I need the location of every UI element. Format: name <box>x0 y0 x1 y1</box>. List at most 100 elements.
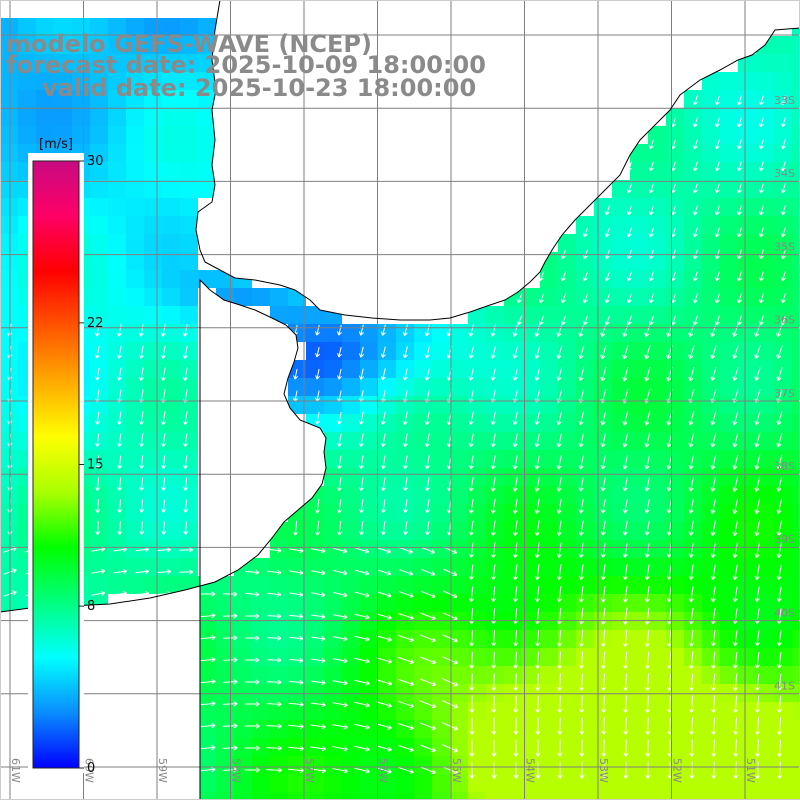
wind-arrow <box>424 345 431 359</box>
wind-speed-cell <box>180 54 198 72</box>
wind-speed-cell <box>540 558 558 576</box>
wind-arrow <box>714 227 721 238</box>
wind-speed-cell <box>162 378 180 396</box>
wind-arrow <box>490 476 496 492</box>
wind-speed-cell <box>792 792 800 800</box>
wind-speed-cell <box>252 576 270 594</box>
wind-speed-cell <box>684 522 702 540</box>
wind-speed-cell <box>774 324 792 342</box>
wind-speed-cell <box>774 288 792 306</box>
wind-speed-cell <box>252 630 270 648</box>
wind-speed-cell <box>234 666 252 684</box>
wind-speed-cell <box>108 324 126 342</box>
wind-speed-cell <box>378 378 396 396</box>
lon-label: 59W <box>156 758 169 783</box>
wind-speed-cell <box>396 432 414 450</box>
wind-arrow <box>604 315 611 326</box>
wind-speed-cell <box>504 630 522 648</box>
wind-arrow <box>714 95 721 106</box>
wind-arrow <box>116 323 122 337</box>
wind-speed-cell <box>522 306 540 324</box>
wind-arrow <box>182 367 188 381</box>
wind-speed-cell <box>738 360 756 378</box>
wind-arrow <box>780 227 786 238</box>
wind-speed-cell <box>180 324 198 342</box>
wind-speed-cell <box>576 774 594 792</box>
wind-arrow <box>666 520 672 536</box>
wind-speed-cell <box>288 792 306 800</box>
wind-speed-cell <box>198 630 216 648</box>
wind-arrow <box>644 410 651 426</box>
wind-arrow <box>776 323 783 338</box>
wind-arrow <box>267 635 282 641</box>
wind-speed-cell <box>630 576 648 594</box>
wind-arrow <box>688 498 694 514</box>
wind-speed-cell <box>792 360 800 378</box>
wind-speed-cell <box>630 792 648 800</box>
wind-speed-cell <box>540 486 558 504</box>
wind-speed-cell <box>432 360 450 378</box>
wind-speed-cell <box>72 36 90 54</box>
wind-arrow <box>399 569 414 576</box>
wind-arrow <box>711 695 717 713</box>
wind-speed-cell <box>504 684 522 702</box>
wind-arrow <box>491 739 497 757</box>
wind-speed-cell <box>360 342 378 360</box>
wind-arrow <box>776 498 783 514</box>
wind-arrow <box>512 411 518 425</box>
wind-speed-cell <box>702 576 720 594</box>
wind-arrow <box>354 657 370 664</box>
wind-arrow <box>288 548 304 554</box>
wind-speed-cell <box>648 450 666 468</box>
wind-arrow <box>332 746 348 752</box>
wind-speed-cell <box>738 396 756 414</box>
wind-speed-cell <box>540 522 558 540</box>
wind-speed-cell <box>720 468 738 486</box>
wind-speed-cell <box>108 252 126 270</box>
wind-arrow <box>780 205 786 216</box>
wind-speed-cell <box>702 216 720 234</box>
wind-arrow <box>139 477 145 491</box>
wind-speed-cell <box>198 72 216 90</box>
wind-speed-cell <box>36 36 54 54</box>
wind-speed-cell <box>126 162 144 180</box>
wind-speed-cell <box>414 378 432 396</box>
colorbar-scale <box>32 160 80 769</box>
wind-speed-cell <box>216 576 234 594</box>
wind-speed-cell <box>324 774 342 792</box>
wind-arrow <box>380 324 386 336</box>
wind-speed-cell <box>630 162 648 180</box>
wind-speed-cell <box>774 36 792 54</box>
wind-arrow <box>560 271 567 282</box>
wind-arrow <box>402 521 409 536</box>
wind-arrow <box>622 651 629 669</box>
wind-arrow <box>600 607 606 625</box>
wind-speed-cell <box>702 288 720 306</box>
wind-arrow <box>117 433 123 447</box>
wind-arrow <box>182 323 188 337</box>
wind-speed-cell <box>468 738 486 756</box>
wind-speed-cell <box>774 108 792 126</box>
wind-arrow <box>623 761 629 779</box>
wind-arrow <box>579 673 585 691</box>
wind-speed-cell <box>108 360 126 378</box>
wind-speed-cell <box>720 720 738 738</box>
wind-speed-cell <box>0 54 18 72</box>
wind-speed-cell <box>324 324 342 342</box>
wind-arrow <box>578 564 584 580</box>
wind-arrow <box>490 367 497 381</box>
wind-speed-cell <box>486 576 504 594</box>
wind-arrow <box>200 679 216 685</box>
wind-arrows <box>3 95 786 779</box>
wind-speed-cell <box>180 342 198 360</box>
wind-speed-cell <box>198 180 216 198</box>
wind-speed-cell <box>558 486 576 504</box>
wind-arrow <box>623 717 629 735</box>
wind-speed-cell <box>666 504 684 522</box>
wind-speed-cell <box>342 486 360 504</box>
wind-arrow <box>645 717 651 735</box>
wind-speed-cell <box>756 360 774 378</box>
wind-speed-cell <box>342 396 360 414</box>
wind-arrow <box>622 410 629 426</box>
wind-arrow <box>534 433 540 448</box>
